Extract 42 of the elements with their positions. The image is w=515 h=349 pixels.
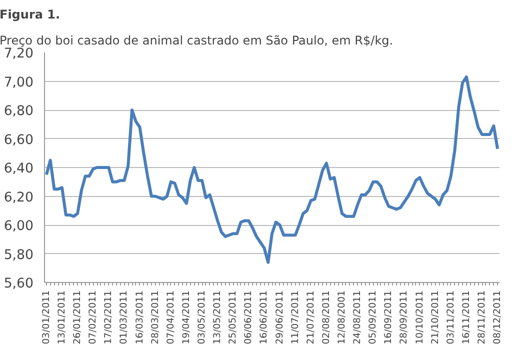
chart-subtitle: Preço do boi casado de animal castrado em São Paulo, em R$/kg. — [0, 34, 394, 48]
x-tick-label: 17/02/2011 — [103, 290, 114, 344]
y-tick-label: 6,20 — [4, 190, 34, 206]
y-tick-label: 6,60 — [4, 132, 34, 148]
y-tick-label: 5,80 — [4, 248, 34, 263]
x-tick-label: 28/11/2011 — [476, 290, 488, 344]
x-tick-label: 16/06/2011 — [258, 290, 270, 344]
x-tick-label: 05/09/2011 — [368, 290, 379, 344]
x-tick-label: 11/07/2011 — [290, 290, 301, 344]
x-tick-label: 16/03/2011 — [134, 290, 146, 344]
x-tick-label: 13/01/2011 — [56, 290, 68, 344]
x-tick-label: 01/03/2011 — [118, 290, 130, 344]
x-tick-label: 29/06/2011 — [274, 290, 286, 344]
y-tick-label: 6,40 — [4, 162, 34, 176]
x-tick-label: 19/04/2011 — [180, 290, 192, 344]
x-tick-label: 28/03/2011 — [150, 290, 161, 344]
x-tick-label: 21/10/2011 — [430, 290, 441, 344]
x-tick-label: 28/09/2011 — [398, 290, 410, 344]
x-tick-label: 07/02/2011 — [88, 290, 99, 344]
y-tick-label: 7,00 — [4, 75, 34, 90]
line-series — [44, 75, 500, 264]
x-tick-label: 08/12/2011 — [492, 290, 504, 344]
x-tick-label: 06/06/2011 — [243, 290, 254, 344]
x-tick-label: 21/07/2011 — [305, 290, 316, 344]
x-tick-label: 03/11/2011 — [445, 290, 456, 344]
x-tick-label: 24/08/2011 — [352, 290, 364, 344]
chart-title: Figura 1. — [0, 8, 60, 22]
x-tick-label: 16/11/2011 — [460, 290, 472, 344]
x-tick-label: 03/01/2011 — [40, 290, 52, 344]
x-tick-label: 16/09/2011 — [383, 290, 394, 344]
y-tick-label: 6,00 — [4, 219, 34, 234]
y-tick-label: 7,20 — [4, 46, 34, 62]
x-tick-label: 03/05/2011 — [196, 290, 208, 344]
x-tick-label: 10/10/2011 — [414, 290, 426, 344]
x-tick-label: 25/05/2011 — [228, 290, 239, 344]
x-tick-label: 07/04/2011 — [165, 290, 176, 344]
x-tick-label: 02/08/2011 — [320, 290, 332, 344]
y-tick-label: 5,60 — [4, 276, 34, 292]
x-tick-label: 26/01/2011 — [72, 290, 84, 344]
y-tick-label: 6,80 — [4, 104, 34, 119]
x-tick-label: 13/05/2011 — [212, 290, 224, 344]
x-tick-label: 12/08/2001 — [336, 290, 348, 344]
